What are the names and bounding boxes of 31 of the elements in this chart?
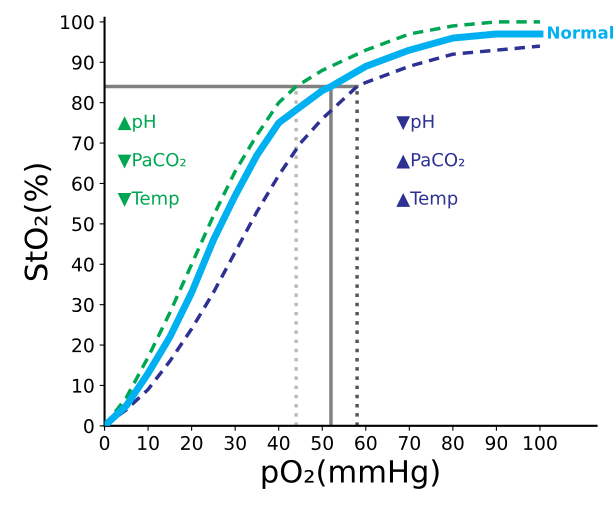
- y-tick-label: 40: [72, 257, 94, 272]
- x-tick-label: 20: [181, 436, 202, 450]
- x-tick-label: 40: [268, 436, 290, 450]
- y-tick-label: 60: [72, 176, 94, 191]
- annotation: ▼PaCO₂: [118, 152, 186, 168]
- y-tick-label: 50: [72, 217, 94, 232]
- x-tick-label: 50: [312, 436, 333, 450]
- annotation: ▲PaCO₂: [396, 152, 464, 168]
- y-axis-title: StO₂(%): [24, 164, 52, 280]
- annotation: ▲pH: [118, 114, 155, 132]
- x-tick-label: 0: [100, 436, 110, 450]
- series-label: Normal: [548, 26, 614, 39]
- y-tick-label: 100: [61, 15, 94, 30]
- x-tick-label: 90: [486, 436, 508, 450]
- y-tick-label: 80: [72, 96, 94, 110]
- y-tick-label: 30: [72, 298, 94, 312]
- x-tick-label: 100: [524, 436, 557, 450]
- x-tick-label: 30: [224, 436, 246, 450]
- annotation: ▼Temp: [118, 191, 179, 208]
- y-tick-label: 0: [84, 419, 94, 434]
- y-tick-label: 70: [72, 136, 94, 150]
- x-tick-label: 10: [138, 436, 159, 450]
- x-tick-label: 60: [355, 436, 376, 450]
- y-tick-label: 90: [72, 55, 94, 70]
- annotation: ▲Temp: [396, 191, 458, 208]
- x-tick-label: 80: [442, 436, 464, 450]
- y-tick-label: 20: [72, 338, 94, 352]
- y-tick-label: 10: [73, 378, 94, 393]
- x-axis-title: pO₂(mmHg): [262, 459, 439, 489]
- x-tick-label: 70: [398, 436, 420, 450]
- annotation: ▼pH: [396, 114, 434, 132]
